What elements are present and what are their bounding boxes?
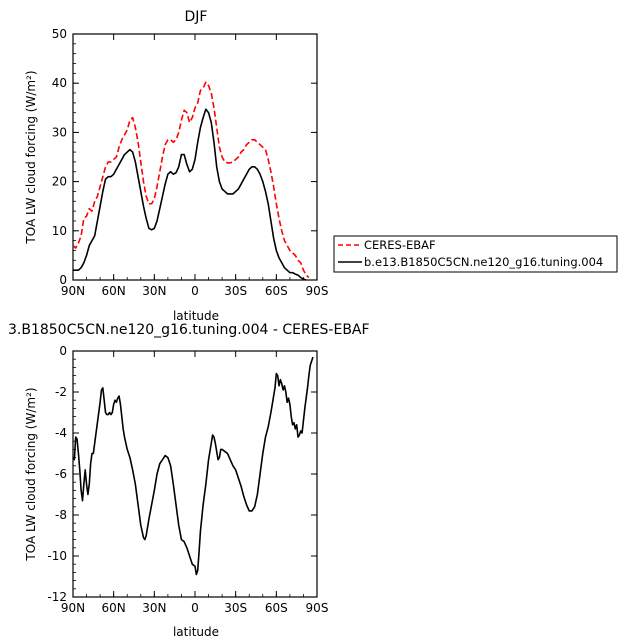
bottom-chart-ticks: 90N 60N 30N 0 30S 60S 90S 0 -2 -4 -6 -8 -10 -12	[47, 344, 328, 615]
top-x-tick-label: 60S	[265, 284, 288, 298]
bottom-x-tick-label: 60N	[102, 601, 126, 615]
legend-ceres-label: CERES-EBAF	[364, 238, 436, 252]
legend: CERES-EBAF b.e13.B1850C5CN.ne120_g16.tun…	[333, 235, 618, 273]
top-chart-y-axis-label-text: TOA LW cloud forcing (W/m²)	[24, 70, 38, 244]
top-series-line-0	[72, 81, 310, 279]
top-x-tick-label: 30S	[224, 284, 247, 298]
top-x-tick-label: 90S	[306, 284, 329, 298]
top-x-tick-label: 90N	[61, 284, 85, 298]
top-chart: DJF 90N 60N 30N 0 30S 60S 90S 0 10 20 30 40 50 latit…	[24, 9, 328, 323]
top-chart-ticks: 90N 60N 30N 0 30S 60S 90S 0 10 20 30 40 50	[52, 27, 329, 298]
top-y-tick-label: 10	[52, 224, 67, 238]
bottom-y-tick-label: -8	[55, 508, 67, 522]
top-x-tick-label: 0	[191, 284, 199, 298]
bottom-chart: 3.B1850C5CN.ne120_g16.tuning.004 - CERES…	[8, 322, 370, 639]
top-chart-series	[72, 81, 310, 281]
top-series-line-1	[73, 108, 307, 281]
legend-model-label: b.e13.B1850C5CN.ne120_g16.tuning.004	[364, 255, 603, 269]
bottom-chart-plot-frame	[72, 350, 318, 598]
bottom-y-tick-label: -12	[47, 590, 67, 604]
bottom-x-tick-label: 30N	[142, 601, 166, 615]
bottom-chart-series	[72, 356, 314, 576]
legend-box	[333, 235, 618, 273]
bottom-chart-x-axis-label: latitude	[173, 625, 219, 639]
bottom-x-tick-label: 0	[191, 601, 199, 615]
top-x-tick-label: 60N	[102, 284, 126, 298]
bottom-series-line-0	[72, 356, 314, 576]
top-chart-y-axis-label: TOA LW cloud forcing (W/m²)	[24, 70, 38, 244]
bottom-y-tick-label: -4	[55, 426, 67, 440]
top-y-tick-label: 50	[52, 27, 67, 41]
top-y-tick-label: 0	[59, 273, 67, 287]
bottom-x-tick-label: 90S	[306, 601, 329, 615]
bottom-chart-y-axis-label: TOA LW cloud forcing (W/m²)	[24, 387, 38, 561]
bottom-y-tick-label: -6	[55, 467, 67, 481]
top-chart-title: DJF	[185, 9, 208, 25]
bottom-x-tick-label: 60S	[265, 601, 288, 615]
top-y-tick-label: 30	[52, 125, 67, 139]
bottom-x-tick-label: 30S	[224, 601, 247, 615]
top-y-tick-label: 20	[52, 175, 67, 189]
top-x-tick-label: 30N	[142, 284, 166, 298]
top-y-tick-label: 40	[52, 76, 67, 90]
bottom-y-tick-label: -10	[47, 549, 67, 563]
bottom-x-tick-label: 90N	[61, 601, 85, 615]
top-chart-x-axis-label: latitude	[173, 309, 219, 323]
bottom-y-tick-label: 0	[59, 344, 67, 358]
bottom-chart-y-axis-label-text: TOA LW cloud forcing (W/m²)	[24, 387, 38, 561]
bottom-y-tick-label: -2	[55, 385, 67, 399]
bottom-chart-title: 3.B1850C5CN.ne120_g16.tuning.004 - CERES…	[8, 322, 370, 338]
